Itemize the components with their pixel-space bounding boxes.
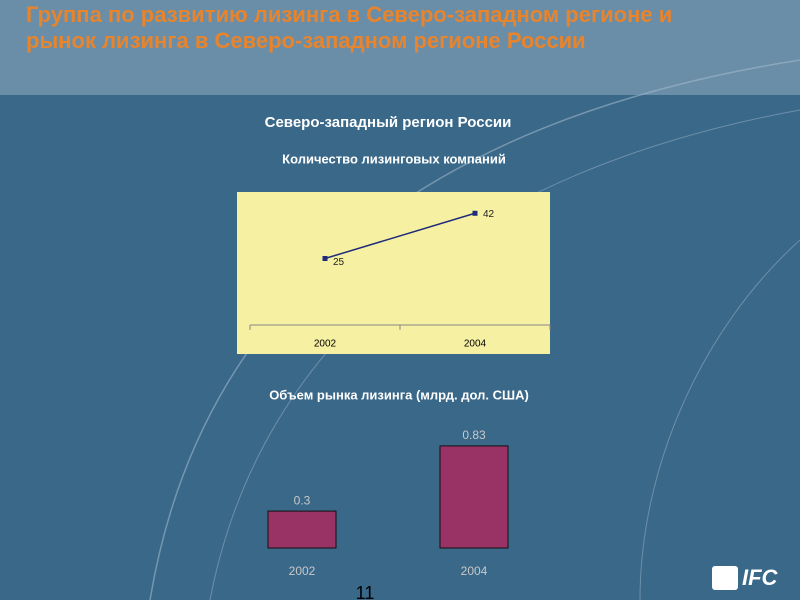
slide-title: Группа по развитию лизинга в Северо-запа… <box>26 2 673 53</box>
x-tick-label: 2004 <box>461 564 488 578</box>
data-label: 25 <box>333 257 345 268</box>
logo: IFC <box>742 565 779 590</box>
bar <box>267 510 337 549</box>
page-number: 11 <box>356 583 375 600</box>
title-box: Группа по развитию лизинга в Северо-запа… <box>26 2 673 53</box>
x-tick-label: 2002 <box>314 339 337 350</box>
chart-title: Количество лизинговых компаний <box>282 151 506 166</box>
header-band <box>0 0 800 95</box>
line-series <box>324 212 476 260</box>
data-label: 0.3 <box>294 493 311 507</box>
data-label: 42 <box>483 209 495 220</box>
chart-title: Объем рынка лизинга (млрд. дол. США) <box>269 387 529 402</box>
logo-icon <box>712 566 738 590</box>
data-label: 0.83 <box>462 428 486 442</box>
decor-curve <box>639 239 800 600</box>
bar <box>439 445 509 549</box>
plot-area <box>237 192 550 354</box>
subtitle: Северо-западный регион России <box>265 114 512 131</box>
x-tick-label: 2002 <box>289 564 316 578</box>
x-tick-label: 2004 <box>464 339 487 350</box>
line-marker <box>322 256 328 261</box>
line-marker <box>472 210 478 216</box>
